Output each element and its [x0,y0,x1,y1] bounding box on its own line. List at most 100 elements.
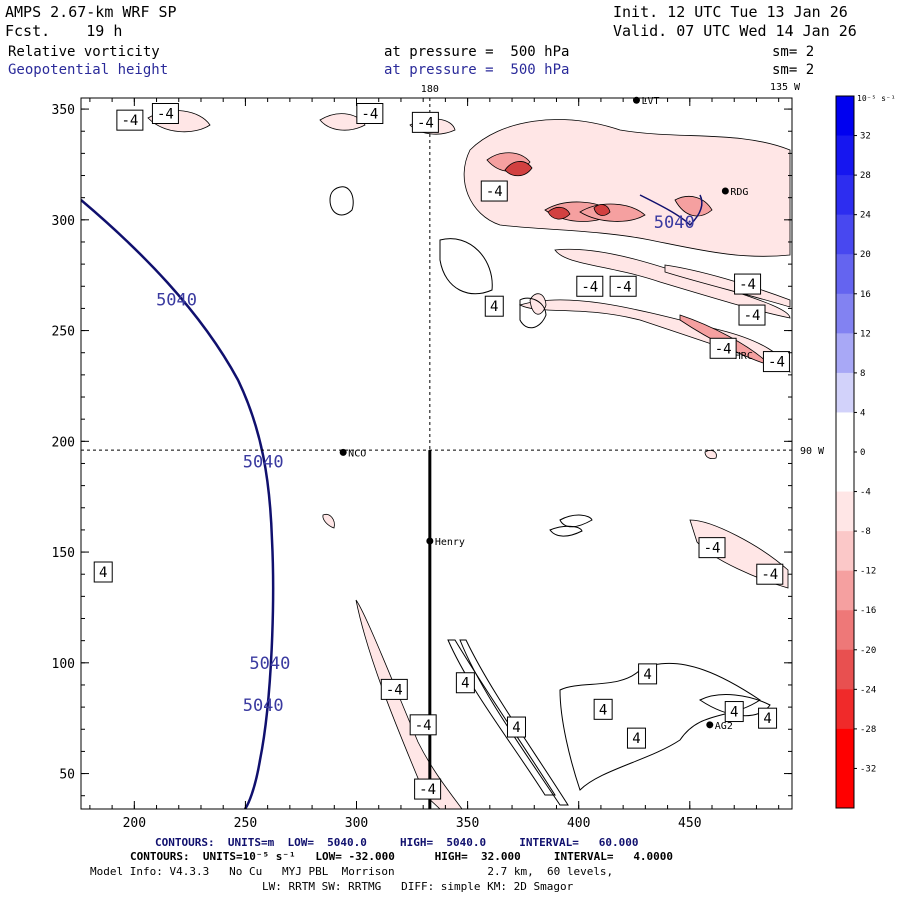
vorticity-label-box [480,180,508,202]
vorticity-label-box [151,103,179,125]
vorticity-label-box [709,337,737,359]
y-tick-label: 350 [52,103,75,118]
colorbar-swatch [836,768,854,809]
neg-vorticity-region [518,299,791,373]
pos-vorticity-contour [439,238,493,295]
colorbar-tick-label: -24 [860,685,876,695]
vorticity-label: 4 [512,720,520,736]
colorbar-tick-label: 8 [860,369,865,379]
pos-vorticity-contour [549,525,583,537]
neg-vorticity-region [355,599,463,809]
vorticity-label: 4 [632,731,640,747]
x-tick-label: 400 [567,816,590,831]
height-contour-5040-small [639,194,703,227]
vorticity-label-box [724,701,744,723]
pos-vorticity-contour [559,514,593,528]
colorbar-swatch [836,728,854,769]
field1-smoothing: sm= 2 [772,44,815,60]
pos-vorticity-contour [329,186,354,216]
colorbar-tick-label: 0 [860,448,865,458]
y-tick-label: 300 [52,214,75,229]
colorbar-tick-label: 12 [860,329,871,339]
vorticity-label-box [638,663,658,685]
field1-name: Relative vorticity [8,44,160,60]
vorticity-label-box [380,678,408,700]
footer-physics: LW: RRTM SW: RRTMG DIFF: simple KM: 2D S… [262,880,574,893]
vorticity-label-box [506,716,526,738]
vorticity-label: -4 [581,279,598,295]
colorbar-swatch [836,372,854,413]
colorbar-swatch [836,452,854,493]
x-tick-label: 200 [123,816,146,831]
colorbar-swatch [836,531,854,572]
vorticity-label: -4 [768,355,785,371]
station-marker [426,537,434,545]
x-tick-label: 450 [678,816,701,831]
vorticity-label: -4 [419,782,436,798]
colorbar-swatch [836,610,854,651]
vorticity-label: 4 [643,667,651,683]
y-tick-label: 150 [52,546,75,561]
field1-level: at pressure = 500 hPa [384,44,570,60]
vorticity-label: -4 [361,107,378,123]
colorbar-swatch [836,689,854,730]
neg-vorticity-region [504,161,533,177]
vorticity-label-box [576,275,604,297]
vorticity-label-box [609,275,637,297]
colorbar-swatch [836,570,854,611]
vorticity-label: -4 [386,682,403,698]
neg-vorticity-region [547,206,571,220]
vorticity-label: 4 [730,705,738,721]
neg-vorticity-region [593,204,611,216]
footer-height-contours: CONTOURS: UNITS=m LOW= 5040.0 HIGH= 5040… [155,836,639,849]
station-marker [339,448,347,456]
colorbar-swatch [836,175,854,216]
station-marker [721,187,729,195]
colorbar-tick-label: 4 [860,408,865,418]
model-title: AMPS 2.67-km WRF SP [5,3,177,21]
vorticity-label-box [758,707,778,729]
vorticity-label-box [593,698,613,720]
colorbar-swatch [836,491,854,532]
vorticity-label: -4 [715,341,732,357]
colorbar-tick-label: 20 [860,250,871,260]
vorticity-label-box [93,561,113,583]
vorticity-label: -4 [486,184,503,200]
colorbar-swatch [836,214,854,255]
vorticity-label: -4 [157,107,174,123]
colorbar-tick-label: -4 [860,488,871,498]
pos-vorticity-contour [519,297,547,329]
neg-vorticity-region [463,119,791,257]
colorbar-swatch [836,254,854,295]
vorticity-label: 4 [599,702,607,718]
y-tick-label: 200 [52,435,75,450]
vorticity-label-box [409,714,437,736]
footer-vort-contours: CONTOURS: UNITS=10⁻⁵ s⁻¹ LOW= -32.000 HI… [130,850,674,863]
station-label: NCO [348,448,366,459]
height-contour-label: 5040 [243,452,284,472]
vorticity-label-box [455,672,475,694]
station-label: Henry [435,537,465,548]
vorticity-label-box [484,295,504,317]
colorbar-tick-label: 28 [860,171,871,181]
vorticity-label: -4 [415,718,432,734]
neg-vorticity-region [664,264,791,308]
colorbar-tick-label: 24 [860,211,871,221]
vorticity-label: -4 [739,277,756,293]
vorticity-label-box [762,351,790,373]
colorbar-swatch [836,649,854,690]
vorticity-label: 4 [99,565,107,581]
station-label: LVT [641,96,659,107]
neg-vorticity-region [319,113,366,131]
colorbar-swatch [836,293,854,334]
plot-frame [80,97,793,810]
vorticity-label: -4 [761,567,778,583]
height-contour-label: 5040 [249,654,290,674]
colorbar-tick-label: -16 [860,606,876,616]
colorbar-tick-label: -8 [860,527,871,537]
neg-vorticity-region [674,196,713,217]
height-contour-label: 5040 [243,696,284,716]
vorticity-label: -4 [121,113,138,129]
meridian-135w-label: 135 W [770,82,801,93]
